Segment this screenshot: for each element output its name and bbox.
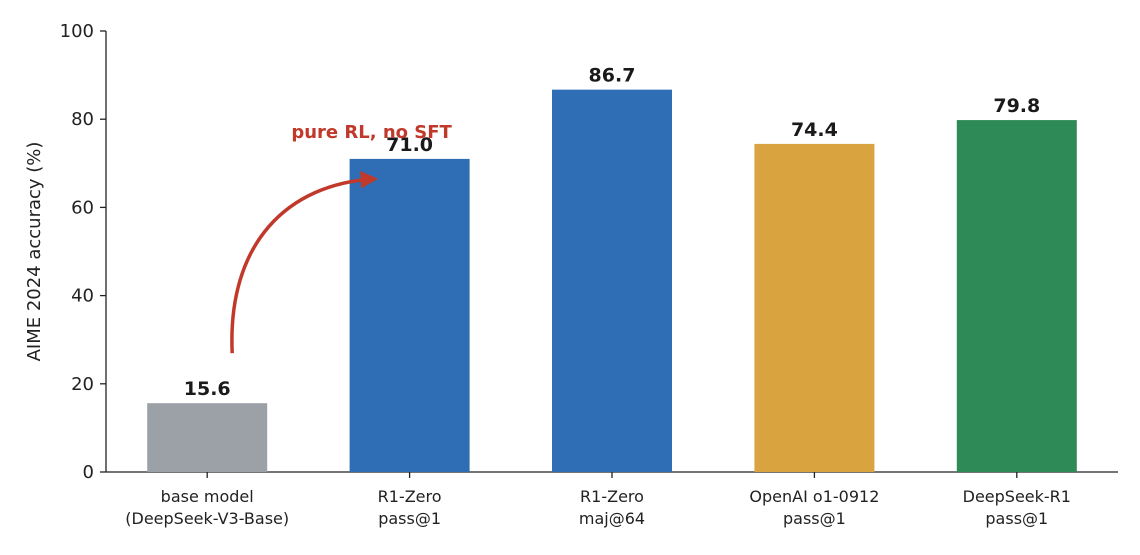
x-tick-label: R1-Zero	[580, 487, 644, 506]
value-label: 79.8	[993, 95, 1040, 117]
bar	[147, 403, 268, 472]
value-label: 71.0	[386, 134, 433, 156]
x-tick-label: DeepSeek-R1	[963, 487, 1071, 506]
y-tick-label: 60	[71, 197, 94, 218]
x-tick-label: (DeepSeek-V3-Base)	[125, 509, 289, 528]
x-tick-label: pass@1	[783, 509, 846, 528]
x-tick-label: R1-Zero	[378, 487, 442, 506]
bar	[349, 158, 470, 472]
labels: 15.6 base model (DeepSeek-V3-Base) 71.0 R1-Z…	[125, 65, 1071, 528]
annotation-text: pure RL, no SFT	[291, 122, 452, 143]
bars	[147, 89, 1077, 472]
x-tick-label: pass@1	[378, 509, 441, 528]
annotation-arrow	[230, 170, 379, 354]
x-tick-label: base model	[161, 487, 254, 506]
value-label: 86.7	[589, 65, 636, 87]
y-tick-label: 0	[83, 462, 94, 483]
y-tick-label: 20	[71, 374, 94, 395]
x-tick-label: OpenAI o1-0912	[749, 487, 879, 506]
y-tick-label: 100	[60, 21, 94, 42]
axes: 0 20 40 60 80 100	[60, 21, 1118, 483]
x-tick-label: pass@1	[985, 509, 1048, 528]
bar	[956, 120, 1077, 472]
y-tick-label: 80	[71, 109, 94, 130]
y-axis-title: AIME 2024 accuracy (%)	[24, 142, 45, 362]
x-tick-label: maj@64	[579, 509, 645, 528]
y-tick-label: 40	[71, 286, 94, 307]
bar	[754, 143, 875, 472]
value-label: 74.4	[791, 119, 838, 141]
value-label: 15.6	[184, 378, 231, 400]
bar	[552, 89, 672, 472]
annotation: pure RL, no SFT	[230, 122, 453, 354]
